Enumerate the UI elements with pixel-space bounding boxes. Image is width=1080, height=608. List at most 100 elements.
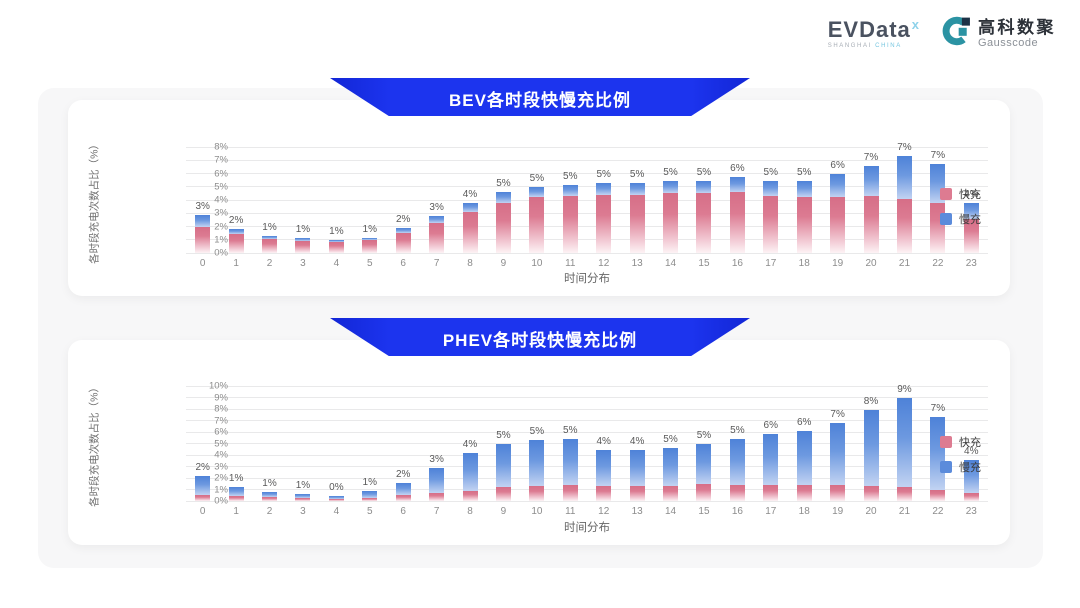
bar-total-label: 1% <box>295 224 311 236</box>
phev-chart-card: 各时段充电次数占比（%） 0% 1% 2% 3% 4% 5% 6% 7% 8% 9% 10% 2% 0 1… <box>68 340 1010 545</box>
bar-total-label: 5% <box>529 172 545 184</box>
gridline <box>186 252 988 254</box>
fast-charge-segment <box>529 486 545 501</box>
slow-charge-segment <box>495 443 511 488</box>
slow-charge-segment <box>395 482 411 496</box>
fast-charge-segment <box>495 202 511 253</box>
fast-charge-segment <box>696 193 712 253</box>
x-tick-label: 8 <box>467 506 473 517</box>
gridline <box>186 146 988 148</box>
bar-total-label: 5% <box>563 424 578 436</box>
slow-charge-segment <box>462 452 478 491</box>
phev-plot-area: 0% 1% 2% 3% 4% 5% 6% 7% 8% 9% 10% 2% 0 1% 1 1% 2 1% 3 0% 4 1%… <box>186 381 988 517</box>
slow-charge-segment <box>328 495 344 499</box>
stacked-bar-hour-14: 5% <box>663 167 679 253</box>
stacked-bar-hour-11: 5% <box>562 171 578 253</box>
x-tick-label: 13 <box>631 506 643 517</box>
x-tick-label: 0 <box>199 506 206 517</box>
stacked-bar-hour-15: 5% <box>696 430 712 501</box>
bar-total-label: 2% <box>395 468 411 480</box>
bar-total-label: 2% <box>195 461 210 473</box>
gridline <box>186 466 988 467</box>
fast-charge-label: 快充 <box>959 189 981 201</box>
x-tick-label: 23 <box>965 506 977 517</box>
x-tick-label: 6 <box>400 506 406 517</box>
x-tick-label: 20 <box>865 258 877 269</box>
bar-total-label: 1% <box>362 476 378 488</box>
bar-total-label: 1% <box>262 477 277 489</box>
bar-total-label: 5% <box>796 167 812 179</box>
gridline <box>186 159 988 161</box>
bar-total-label: 5% <box>496 429 511 441</box>
slow-charge-segment <box>696 443 712 484</box>
x-tick-label: 10 <box>531 506 543 517</box>
x-tick-label: 1 <box>233 258 239 269</box>
slow-charge-segment <box>529 440 545 487</box>
slow-charge-segment <box>429 467 445 493</box>
stacked-bar-hour-4: 1% <box>328 226 344 253</box>
fast-charge-segment <box>729 192 745 253</box>
stacked-bar-hour-7: 3% <box>429 454 445 501</box>
slow-charge-segment <box>195 214 211 227</box>
stacked-bar-hour-20: 7% <box>863 152 879 253</box>
bev-plot-area: 0% 1% 2% 3% 4% 5% 6% 7% 8% 3% 0 2% 1 1% 2 1% 3 1% 4 1% 5 2% 6 3… <box>186 142 988 269</box>
slow-charge-segment <box>729 177 745 193</box>
slow-charge-segment <box>262 235 278 240</box>
evdata-subtext-left: SHANGHAI <box>827 42 872 49</box>
bar-total-label: 7% <box>830 408 845 420</box>
gausscode-en: Gausscode <box>978 37 1039 49</box>
x-tick-label: 17 <box>765 258 777 269</box>
gridline <box>186 199 988 201</box>
fast-charge-segment <box>763 196 779 253</box>
bar-total-label: 1% <box>329 226 344 238</box>
slow-charge-segment <box>863 410 879 487</box>
bar-total-label: 4% <box>462 438 478 450</box>
stacked-bar-hour-12: 4% <box>596 436 612 501</box>
y-tick-label: 4% <box>214 449 228 461</box>
slow-charge-segment <box>763 181 779 197</box>
x-tick-label: 5 <box>367 258 373 269</box>
phev-legend: 快充 慢充 <box>940 434 981 475</box>
y-tick-label: 3% <box>214 461 228 472</box>
fast-charge-segment <box>562 196 578 253</box>
stacked-bar-hour-8: 4% <box>462 189 478 253</box>
bar-total-label: 9% <box>897 383 912 395</box>
evdata-wordmark: EVData <box>827 16 911 42</box>
slow-charge-segment <box>696 180 712 194</box>
evdata-logo-text: EVDatax <box>827 16 919 42</box>
gridline <box>186 385 988 387</box>
y-tick-label: 6% <box>214 426 228 438</box>
stacked-bar-hour-5: 1% <box>362 224 378 253</box>
fast-charge-segment <box>830 484 846 501</box>
y-tick-label: 2% <box>214 221 228 232</box>
bar-total-label: 0% <box>329 481 344 493</box>
gridline <box>186 443 988 444</box>
stacked-bar-hour-10: 5% <box>529 173 545 253</box>
fast-charge-segment <box>462 211 478 253</box>
x-tick-label: 21 <box>898 506 911 517</box>
slow-charge-segment <box>830 422 846 485</box>
stacked-bar-hour-21: 9% <box>896 384 912 502</box>
bar-total-label: 5% <box>663 434 678 446</box>
fast-charge-segment <box>896 198 912 253</box>
x-tick-label: 18 <box>798 258 810 269</box>
fast-charge-segment <box>629 486 645 501</box>
x-tick-label: 13 <box>631 258 643 269</box>
stacked-bar-hour-21: 7% <box>896 142 912 253</box>
stacked-bar-hour-0: 3% <box>195 201 211 253</box>
stacked-bar-hour-1: 2% <box>228 215 244 253</box>
x-tick-label: 19 <box>832 506 844 517</box>
stacked-bar-hour-9: 5% <box>495 178 511 253</box>
x-tick-label: 16 <box>731 258 743 269</box>
gausscode-cn: 高科数聚 <box>978 18 1056 37</box>
bar-total-label: 4% <box>964 445 979 457</box>
y-tick-label: 7% <box>214 154 228 166</box>
y-tick-label: 2% <box>214 472 228 484</box>
stacked-bar-hour-23: 4% <box>963 446 979 501</box>
bar-total-label: 5% <box>663 167 678 179</box>
stacked-bar-hour-16: 5% <box>729 425 745 501</box>
y-tick-label: 5% <box>214 438 228 449</box>
fast-charge-segment <box>462 490 478 501</box>
bar-total-label: 5% <box>696 166 712 178</box>
stacked-bar-hour-14: 5% <box>663 434 679 501</box>
